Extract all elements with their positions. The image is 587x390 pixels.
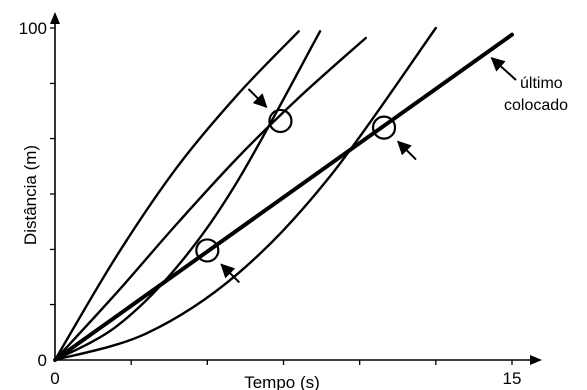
x-axis-label: Tempo (s) — [244, 373, 320, 390]
y-axis-arrow-icon — [50, 12, 60, 24]
y-axis-label: Distância (m) — [21, 145, 40, 245]
series-line-c1 — [53, 30, 300, 362]
x-tick-label: 15 — [503, 369, 522, 388]
y-tick-label: 100 — [19, 19, 47, 38]
y-tick-label: 0 — [38, 351, 47, 370]
annotations — [195, 57, 517, 284]
x-tick-label: 0 — [50, 369, 59, 388]
series-label-ultimo: último — [520, 75, 563, 92]
intersection-circle-icon — [195, 238, 220, 263]
intersection-circle-icon — [268, 108, 293, 134]
x-axis-arrow-icon — [530, 355, 542, 365]
series-layer — [53, 26, 514, 362]
series-line-c3 — [53, 30, 322, 362]
tick-labels: 0 15 0 100 — [19, 19, 522, 388]
series-label-colocado: colocado — [504, 97, 568, 114]
pointer-arrow-icon — [220, 263, 241, 284]
axes — [50, 12, 542, 365]
series-line-ultimo — [53, 32, 514, 362]
pointer-arrow-icon — [247, 88, 268, 108]
tick-marks — [50, 27, 513, 365]
pointer-arrow-icon — [397, 140, 417, 161]
series-line-c2 — [53, 36, 367, 362]
series-line-c4 — [53, 26, 438, 362]
intersection-circle-icon — [371, 115, 397, 140]
label-pointer-arrow-icon — [490, 57, 517, 81]
